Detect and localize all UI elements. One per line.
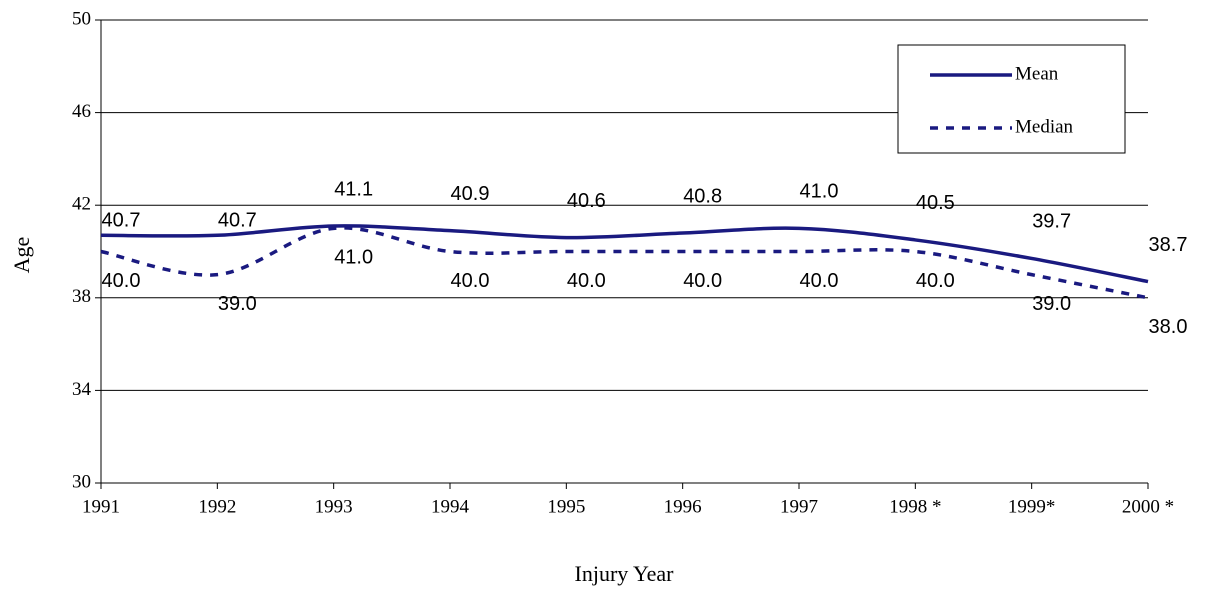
x-tick-label: 1993 [315, 496, 353, 517]
data-label: 39.0 [218, 293, 257, 315]
data-label: 38.7 [1149, 234, 1188, 256]
data-label: 40.7 [102, 210, 141, 232]
data-label: 39.0 [1032, 293, 1071, 315]
legend-label: Mean [1015, 63, 1059, 84]
legend [897, 44, 1126, 154]
data-label: 40.0 [916, 270, 955, 292]
y-tick-label: 46 [72, 101, 91, 122]
data-label: 40.0 [683, 270, 722, 292]
y-tick-label: 50 [72, 8, 91, 29]
data-label: 38.0 [1149, 316, 1188, 338]
x-tick-label: 1995 [547, 496, 585, 517]
x-tick-label: 1991 [82, 496, 120, 517]
x-tick-label: 1992 [198, 496, 236, 517]
line [100, 224, 1149, 284]
data-label: 40.8 [683, 185, 722, 207]
data-label: 40.5 [916, 192, 955, 214]
line [100, 226, 1149, 300]
x-tick-label: 1994 [431, 496, 470, 517]
y-tick-label: 34 [72, 379, 92, 400]
y-tick-label: 30 [72, 471, 91, 492]
data-label: 40.0 [567, 270, 606, 292]
data-label: 40.9 [451, 183, 490, 205]
legend-label: Median [1015, 116, 1074, 137]
x-tick-label: 1996 [664, 496, 702, 517]
y-tick-label: 42 [72, 194, 91, 215]
x-axis-title: Injury Year [575, 561, 675, 586]
x-tick-label: 1999* [1008, 496, 1056, 517]
data-label: 41.0 [334, 247, 373, 269]
data-label: 41.0 [800, 181, 839, 203]
data-label: 40.0 [451, 270, 490, 292]
data-label: 40.0 [800, 270, 839, 292]
data-label: 39.7 [1032, 211, 1071, 233]
y-axis-title: Age [9, 237, 34, 274]
x-tick-label: 1998 * [889, 496, 941, 517]
data-label: 41.1 [334, 178, 373, 200]
data-label: 40.0 [102, 270, 141, 292]
y-tick-label: 38 [72, 286, 91, 307]
x-tick-label: 2000 * [1122, 496, 1174, 517]
data-label: 40.7 [218, 210, 257, 232]
data-label: 40.6 [567, 190, 606, 212]
x-tick-label: 1997 [780, 496, 818, 517]
